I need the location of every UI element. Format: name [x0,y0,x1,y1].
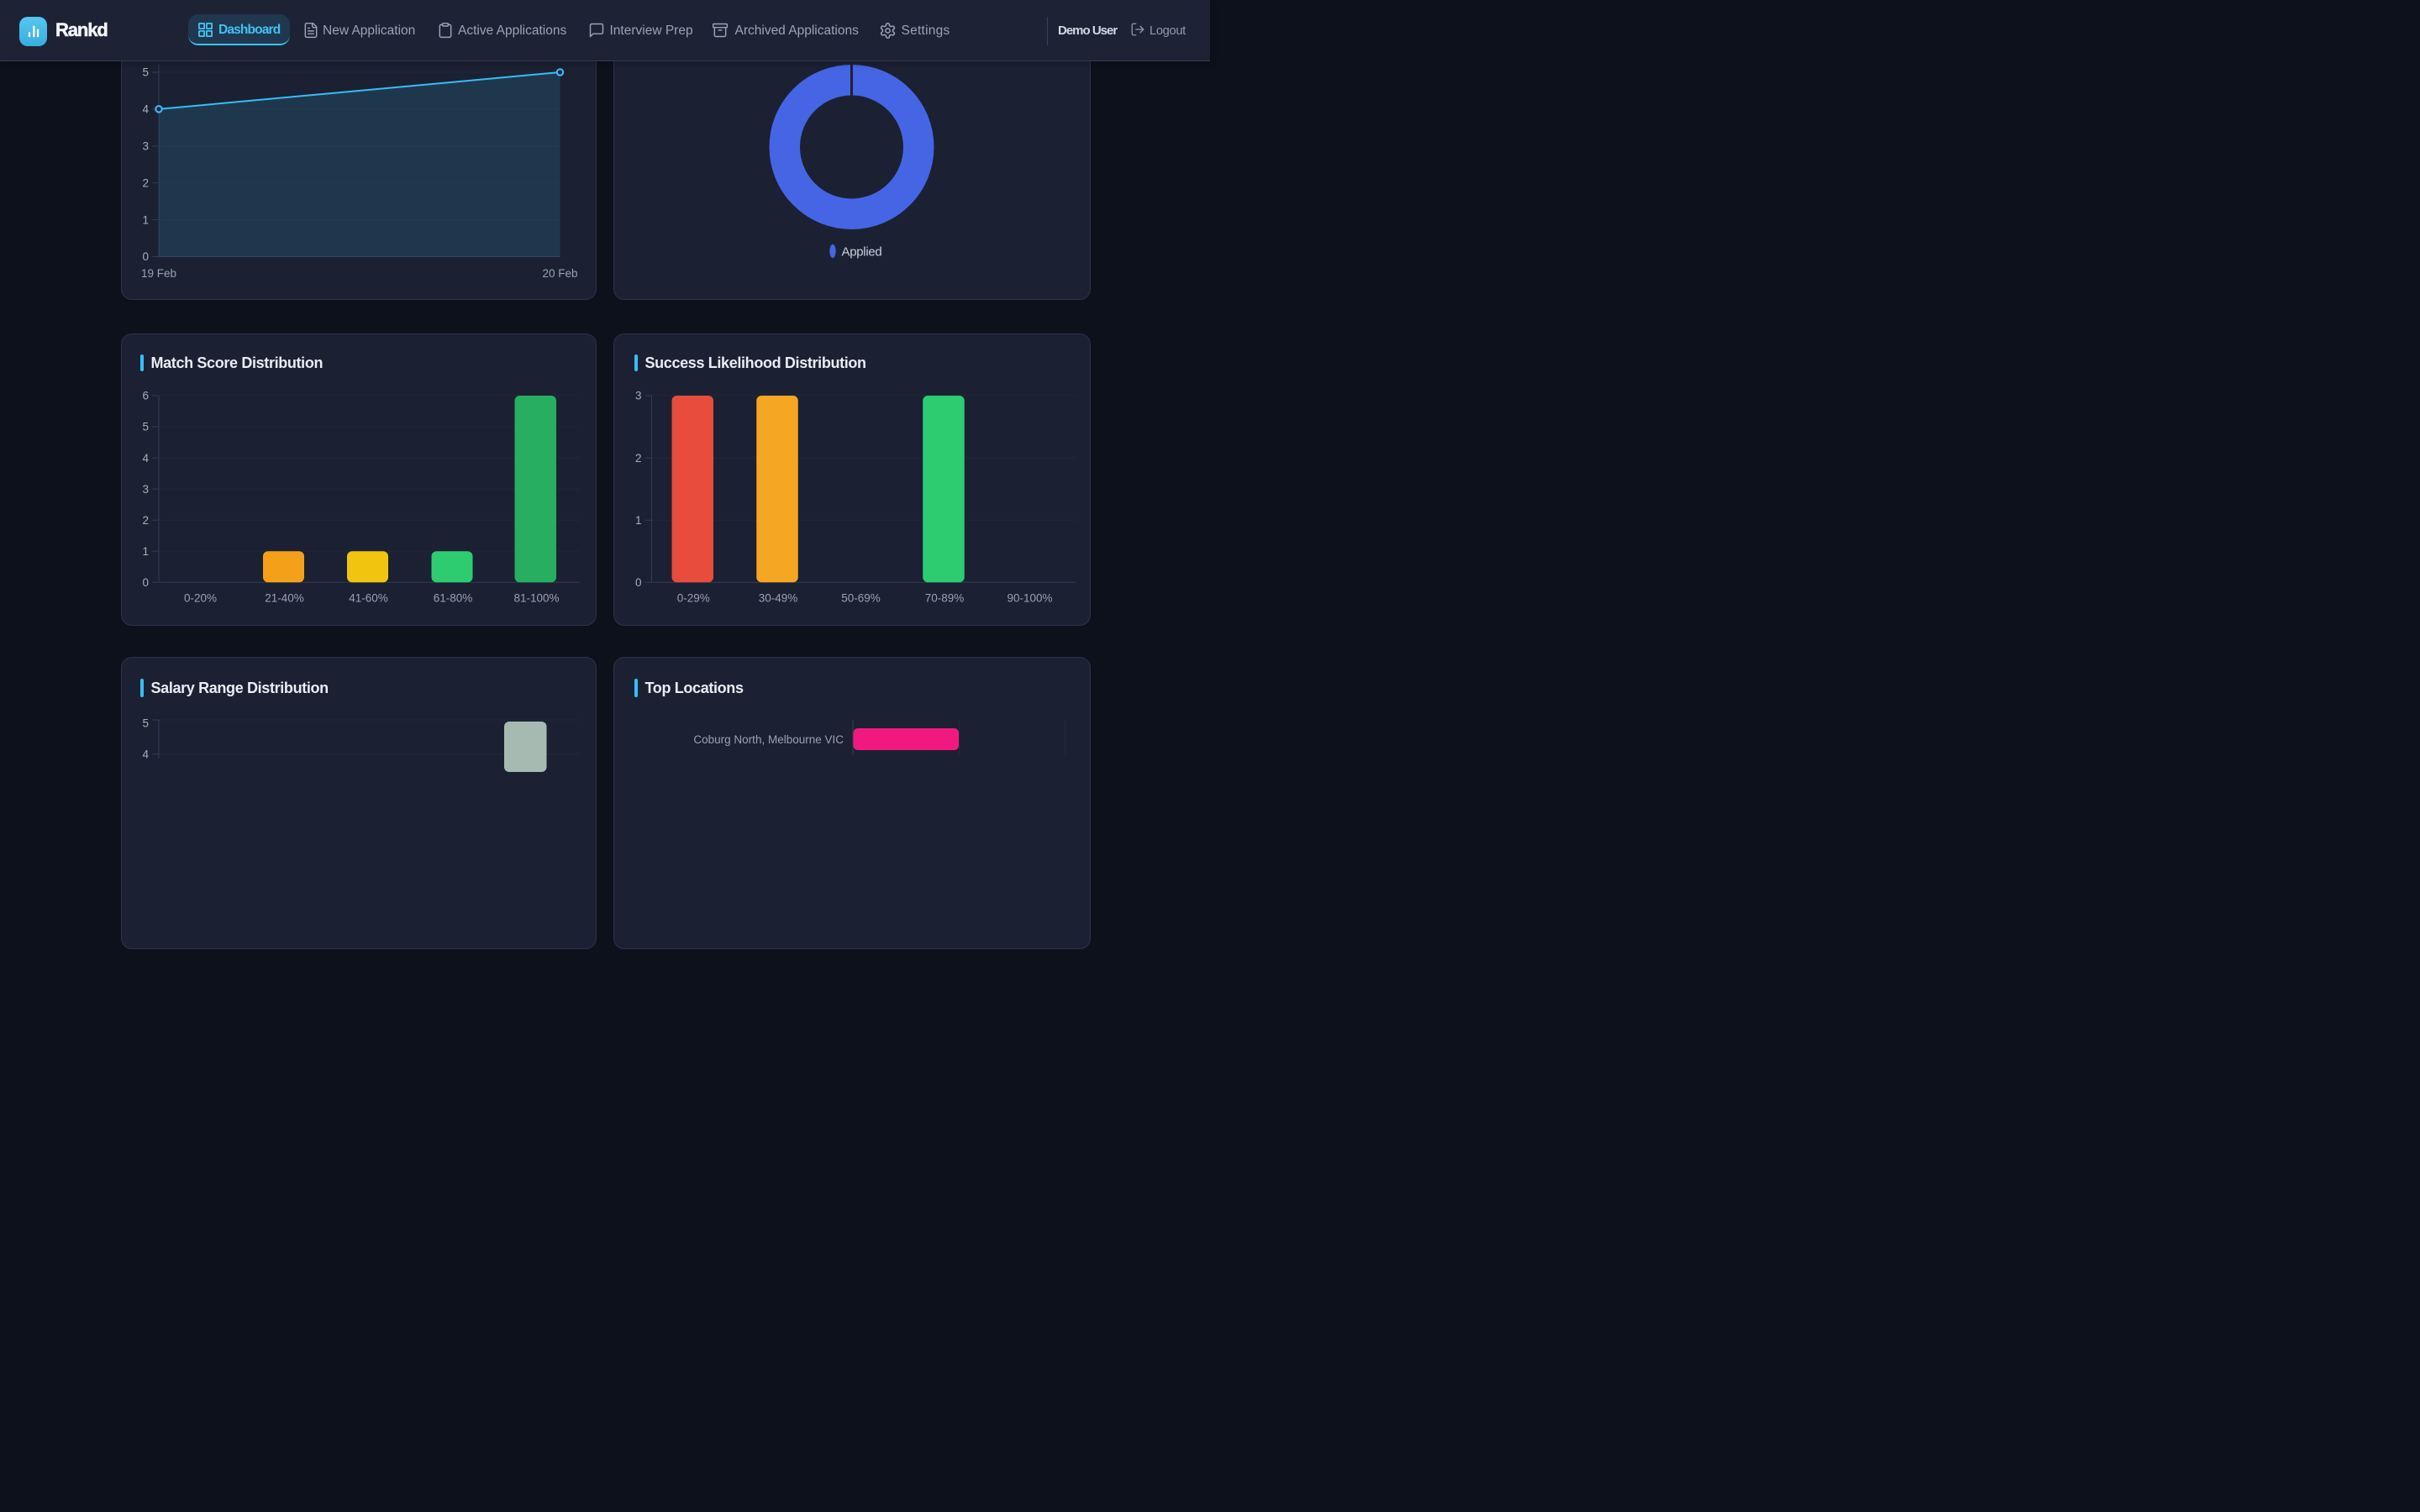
svg-text:4: 4 [142,103,149,116]
svg-text:21-40%: 21-40% [265,592,304,605]
svg-text:5: 5 [142,66,149,79]
svg-text:90-100%: 90-100% [1007,592,1052,605]
svg-text:70-89%: 70-89% [925,592,965,605]
svg-text:20 Feb: 20 Feb [542,267,577,280]
svg-text:50-69%: 50-69% [841,592,881,605]
svg-text:2: 2 [635,452,642,465]
svg-text:5: 5 [142,421,149,433]
svg-text:41-60%: 41-60% [349,592,388,605]
svg-text:81-100%: 81-100% [513,592,559,605]
svg-text:0-29%: 0-29% [677,592,710,605]
svg-text:19 Feb: 19 Feb [141,267,176,280]
svg-text:4: 4 [142,452,149,465]
svg-text:Applied: Applied [842,244,882,259]
svg-text:3: 3 [635,390,642,402]
svg-text:4: 4 [142,748,149,760]
svg-text:6: 6 [142,390,149,402]
svg-text:0: 0 [142,250,149,263]
svg-text:30-49%: 30-49% [759,592,798,605]
svg-text:1: 1 [635,514,642,527]
svg-text:5: 5 [142,717,149,730]
svg-text:2: 2 [142,514,149,527]
svg-text:3: 3 [142,483,149,496]
svg-text:1: 1 [142,213,149,226]
svg-text:2: 2 [142,176,149,189]
svg-text:1: 1 [142,545,149,558]
svg-text:0-20%: 0-20% [184,592,217,605]
svg-text:0: 0 [142,576,149,589]
svg-text:61-80%: 61-80% [434,592,473,605]
svg-text:Coburg North, Melbourne VIC: Coburg North, Melbourne VIC [693,733,844,746]
svg-text:0: 0 [635,576,642,589]
svg-text:3: 3 [142,140,149,153]
